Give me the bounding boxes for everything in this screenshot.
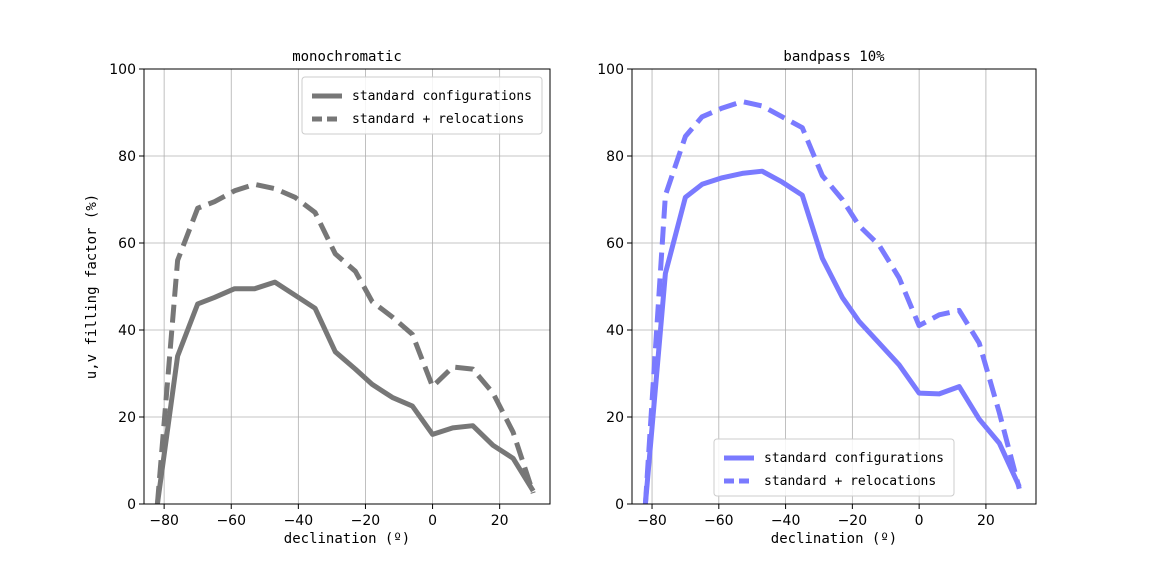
x-tick-label: −60 [216,513,246,529]
plot-frame [631,68,1037,505]
y-tick-label: 60 [118,236,136,252]
y-tick-label: 100 [109,62,136,78]
legend: standard configurations standard + reloc… [713,438,955,497]
series-line-standard-relocations [642,99,1022,505]
y-tick-label: 20 [118,410,136,426]
y-tick-label: 60 [606,236,624,252]
legend-label: standard + relocations [764,474,936,489]
legend-box [301,76,543,135]
axis-ticks: −80 −60 −40 −20 0 20 0 20 40 60 80 100 [109,62,508,529]
y-tick-label: 0 [127,497,136,513]
series-line-standard-configurations [154,279,536,505]
series-lines [154,181,536,505]
legend-label: standard + relocations [352,112,524,127]
x-tick-label: −20 [838,513,868,529]
chart-title: bandpass 10% [783,49,885,65]
x-tick-label: −60 [704,513,734,529]
y-tick-label: 80 [606,149,624,165]
x-tick-label: −80 [637,513,667,529]
y-tick-label: 0 [615,497,624,513]
y-axis-label: u,v filling factor (%) [84,194,100,379]
x-tick-label: 0 [915,513,924,529]
x-tick-label: −80 [149,513,179,529]
x-tick-label: −40 [771,513,801,529]
chart-title: monochromatic [292,49,402,65]
series-lines [642,99,1022,505]
x-tick-label: −40 [284,513,314,529]
x-tick-label: 0 [428,513,437,529]
x-tick-label: 20 [491,513,509,529]
x-tick-label: 20 [977,513,995,529]
plot-frame [143,68,551,505]
chart-panel-bandpass: −80 −60 −40 −20 0 20 0 20 40 60 80 100 bandpass 10%… [597,49,1037,547]
y-tick-label: 40 [118,323,136,339]
series-line-standard-relocations [154,181,536,505]
y-tick-label: 80 [118,149,136,165]
x-axis-label: declination (º) [284,531,410,547]
legend-label: standard configurations [352,89,532,104]
x-axis-label: declination (º) [771,531,897,547]
y-tick-label: 40 [606,323,624,339]
y-tick-label: 20 [606,410,624,426]
chart-panel-monochromatic: −80 −60 −40 −20 0 20 0 20 40 60 80 100 monochromati… [84,49,551,547]
y-tick-label: 100 [597,62,624,78]
legend: standard configurations standard + reloc… [301,76,543,135]
legend-box [713,438,955,497]
legend-label: standard configurations [764,451,944,466]
axis-ticks: −80 −60 −40 −20 0 20 0 20 40 60 80 100 [597,62,995,529]
x-tick-label: −20 [351,513,381,529]
series-line-standard-configurations [642,168,1022,505]
